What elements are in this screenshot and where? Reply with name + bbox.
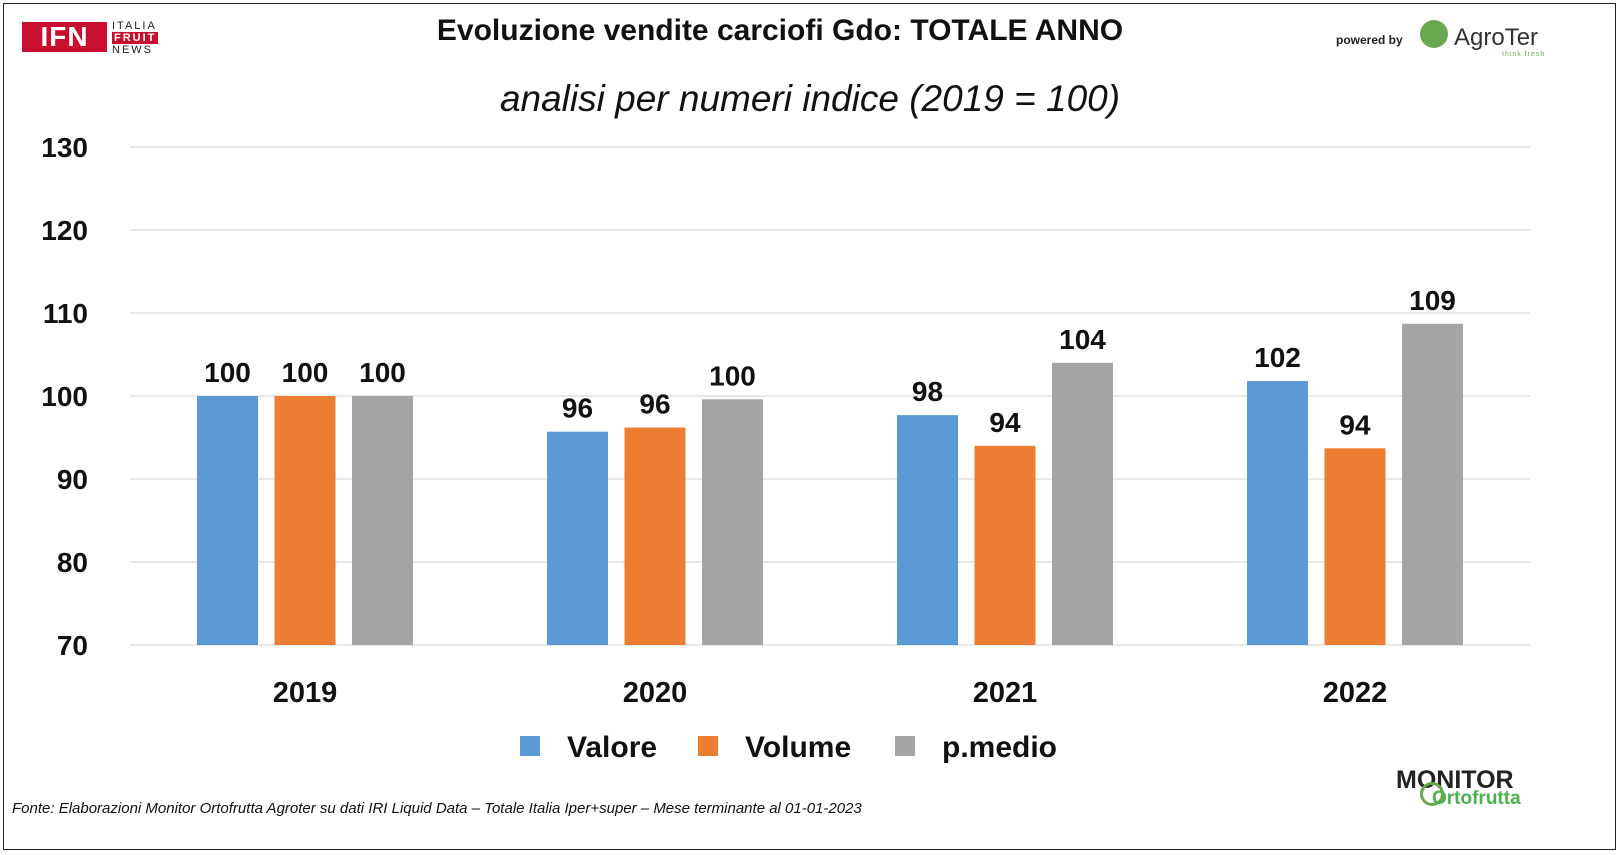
y-tick-label: 110 (43, 298, 88, 329)
agroter-tagline: think fresh (1502, 51, 1546, 58)
magnifier-icon (1420, 782, 1444, 806)
x-category-label: 2022 (1323, 677, 1388, 709)
x-category-label: 2019 (273, 677, 338, 709)
legend-label-volume: Volume (745, 731, 851, 764)
agroter-wordmark: AgroTer (1454, 24, 1539, 51)
legend-label-pmedio: p.medio (942, 731, 1057, 764)
legend-label-valore: Valore (567, 731, 657, 764)
data-label-valore-2022: 102 (1254, 342, 1301, 373)
data-label-volume-2020: 96 (639, 389, 670, 420)
chart-subtitle: analisi per numeri indice (2019 = 100) (499, 78, 1121, 119)
monitor-logo-line2: Ortofrutta (1432, 788, 1521, 809)
y-tick-label: 130 (41, 132, 88, 163)
powered-by-label: powered by (1336, 33, 1403, 47)
ifn-logo-letters: IFN (22, 22, 107, 52)
bar-volume-2019 (274, 396, 336, 645)
bar-pmedio-2022 (1402, 323, 1463, 645)
y-tick-label: 100 (41, 381, 88, 412)
source-note: Fonte: Elaborazioni Monitor Ortofrutta A… (12, 800, 862, 817)
legend: Valore Volume p.medio (520, 731, 1057, 764)
ifn-logo-wordmark: ITALIA FRUIT NEWS (112, 20, 159, 56)
x-axis-categories: 2019 2020 2021 2022 (273, 677, 1388, 709)
agroter-tree-icon (1420, 20, 1448, 48)
x-category-label: 2021 (973, 677, 1038, 709)
chart-frame (3, 3, 1616, 850)
data-label-pmedio-2022: 109 (1409, 285, 1456, 316)
data-label-valore-2021: 98 (912, 376, 943, 407)
y-tick-label: 80 (57, 547, 88, 578)
legend-swatch-valore (520, 736, 540, 756)
data-label-volume-2019: 100 (282, 357, 329, 388)
bar-valore-2020 (547, 431, 608, 645)
ifn-logo-line-fruit: FRUIT (112, 32, 159, 44)
data-label-valore-2019: 100 (204, 357, 251, 388)
bar-volume-2021 (974, 445, 1036, 645)
bar-valore-2019 (197, 396, 258, 645)
monitor-logo-line1: MONITOR (1396, 766, 1514, 794)
agroter-logo: AgroTer think fresh (1420, 18, 1560, 58)
monitor-ortofrutta-logo: MONITOR Ortofrutta (1396, 766, 1556, 816)
data-label-valore-2020: 96 (562, 393, 593, 424)
legend-swatch-pmedio (895, 736, 915, 756)
bar-pmedio-2019 (352, 396, 413, 645)
bars (197, 323, 1463, 645)
data-label-pmedio-2019: 100 (359, 357, 406, 388)
ifn-logo-line-news: NEWS (112, 44, 153, 56)
y-tick-label: 120 (41, 215, 88, 246)
bar-volume-2020 (624, 427, 686, 645)
bar-pmedio-2021 (1052, 362, 1113, 645)
y-tick-label: 70 (57, 630, 88, 661)
bar-volume-2022 (1324, 448, 1386, 645)
data-label-pmedio-2020: 100 (709, 360, 756, 391)
y-axis-ticks: 70 80 90 100 110 120 130 (41, 132, 88, 661)
ifn-logo: IFN ITALIA FRUIT NEWS (22, 18, 172, 62)
legend-swatch-volume (698, 736, 718, 756)
data-label-volume-2022: 94 (1339, 409, 1371, 440)
data-labels: 100 100 100 96 96 100 98 94 104 102 94 109 (204, 285, 1456, 441)
bar-valore-2022 (1247, 381, 1308, 645)
data-label-volume-2021: 94 (989, 407, 1021, 438)
bar-pmedio-2020 (702, 399, 763, 645)
chart-title: Evoluzione vendite carciofi Gdo: TOTALE … (436, 14, 1124, 47)
data-label-pmedio-2021: 104 (1059, 324, 1106, 355)
ifn-logo-line-italia: ITALIA (112, 20, 157, 32)
x-category-label: 2020 (623, 677, 688, 709)
grid-lines (130, 146, 1530, 646)
bar-valore-2021 (897, 415, 958, 645)
y-tick-label: 90 (57, 464, 88, 495)
